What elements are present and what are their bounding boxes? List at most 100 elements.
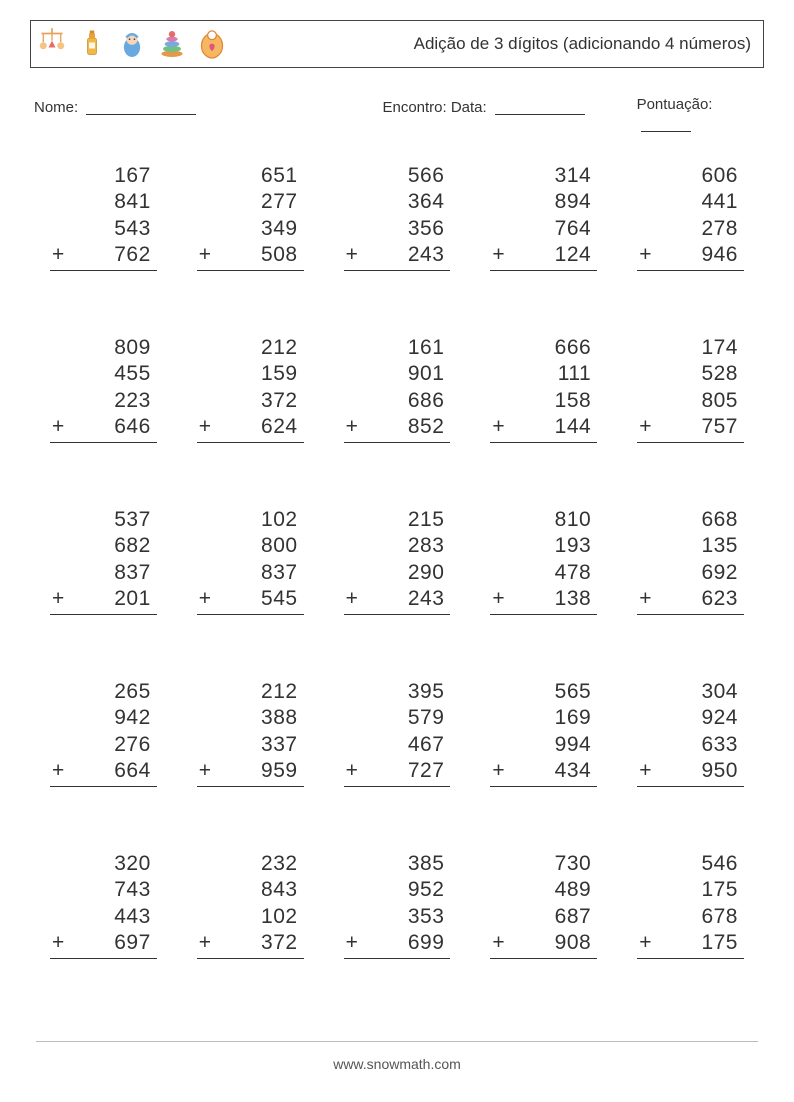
operator: + xyxy=(637,758,652,784)
operator: + xyxy=(197,758,212,784)
answer-rule xyxy=(490,270,597,293)
operator: + xyxy=(344,242,359,268)
addend: 223 xyxy=(50,388,157,414)
addend: 565 xyxy=(490,679,597,705)
addend: 809 xyxy=(50,335,157,361)
addend: 699 xyxy=(408,930,445,956)
addend: 158 xyxy=(490,388,597,414)
addition-problem: 102800837+545 xyxy=(197,507,304,637)
last-addend-row: +699 xyxy=(344,930,451,956)
operator: + xyxy=(490,586,505,612)
last-addend-row: +201 xyxy=(50,586,157,612)
swaddled-baby-icon xyxy=(117,27,147,61)
last-addend-row: +545 xyxy=(197,586,304,612)
addend: 805 xyxy=(637,388,744,414)
addend: 894 xyxy=(490,189,597,215)
addend: 443 xyxy=(50,904,157,930)
addend: 692 xyxy=(637,560,744,586)
addend: 478 xyxy=(490,560,597,586)
addend: 159 xyxy=(197,361,304,387)
operator: + xyxy=(344,586,359,612)
addend: 290 xyxy=(344,560,451,586)
addend: 243 xyxy=(408,242,445,268)
answer-rule xyxy=(490,958,597,981)
answer-rule xyxy=(490,442,597,465)
answer-rule xyxy=(344,442,451,465)
addend: 441 xyxy=(637,189,744,215)
last-addend-row: +175 xyxy=(637,930,744,956)
baby-bib-icon xyxy=(197,27,227,61)
answer-rule xyxy=(637,442,744,465)
addend: 353 xyxy=(344,904,451,930)
addend: 942 xyxy=(50,705,157,731)
answer-rule xyxy=(637,786,744,809)
addition-problem: 537682837+201 xyxy=(50,507,157,637)
operator: + xyxy=(197,586,212,612)
name-blank[interactable] xyxy=(86,99,196,115)
addend: 566 xyxy=(344,163,451,189)
answer-rule xyxy=(50,786,157,809)
addend: 372 xyxy=(261,930,298,956)
date-blank[interactable] xyxy=(495,99,585,115)
addition-problem: 565169994+434 xyxy=(490,679,597,809)
addend: 388 xyxy=(197,705,304,731)
baby-mobile-icon xyxy=(37,27,67,61)
last-addend-row: +852 xyxy=(344,414,451,440)
answer-rule xyxy=(50,614,157,637)
addend: 623 xyxy=(701,586,738,612)
addend: 364 xyxy=(344,189,451,215)
last-addend-row: +144 xyxy=(490,414,597,440)
addend: 455 xyxy=(50,361,157,387)
last-addend-row: +727 xyxy=(344,758,451,784)
addend: 579 xyxy=(344,705,451,731)
footer-url: www.snowmath.com xyxy=(30,1056,764,1072)
last-addend-row: +908 xyxy=(490,930,597,956)
header-icons xyxy=(37,27,227,61)
addition-problem: 320743443+697 xyxy=(50,851,157,981)
last-addend-row: +959 xyxy=(197,758,304,784)
addend: 651 xyxy=(197,163,304,189)
score-blank[interactable] xyxy=(641,116,691,132)
last-addend-row: +697 xyxy=(50,930,157,956)
addend: 843 xyxy=(197,877,304,903)
addend: 646 xyxy=(114,414,151,440)
operator: + xyxy=(637,242,652,268)
addend: 837 xyxy=(197,560,304,586)
addend: 212 xyxy=(197,679,304,705)
operator: + xyxy=(50,414,65,440)
answer-rule xyxy=(197,958,304,981)
answer-rule xyxy=(197,614,304,637)
addend: 757 xyxy=(701,414,738,440)
addend: 243 xyxy=(408,586,445,612)
addend: 901 xyxy=(344,361,451,387)
answer-rule xyxy=(490,614,597,637)
meta-name: Nome: xyxy=(34,96,382,133)
addition-problem: 304924633+950 xyxy=(637,679,744,809)
addend: 959 xyxy=(261,758,298,784)
addend: 215 xyxy=(344,507,451,533)
addition-problem: 668135692+623 xyxy=(637,507,744,637)
addend: 545 xyxy=(261,586,298,612)
addend: 102 xyxy=(197,904,304,930)
addend: 994 xyxy=(490,732,597,758)
operator: + xyxy=(197,930,212,956)
operator: + xyxy=(50,758,65,784)
addend: 356 xyxy=(344,216,451,242)
problems-grid: 167841543+762651277349+508566364356+2433… xyxy=(30,163,764,981)
addend: 837 xyxy=(50,560,157,586)
addend: 762 xyxy=(114,242,151,268)
addition-problem: 174528805+757 xyxy=(637,335,744,465)
addition-problem: 385952353+699 xyxy=(344,851,451,981)
answer-rule xyxy=(637,958,744,981)
answer-rule xyxy=(490,786,597,809)
operator: + xyxy=(490,930,505,956)
last-addend-row: +623 xyxy=(637,586,744,612)
addition-problem: 161901686+852 xyxy=(344,335,451,465)
date-label: Encontro: Data: xyxy=(382,99,486,116)
addend: 102 xyxy=(197,507,304,533)
addend: 730 xyxy=(490,851,597,877)
answer-rule xyxy=(344,786,451,809)
addition-problem: 546175678+175 xyxy=(637,851,744,981)
last-addend-row: +138 xyxy=(490,586,597,612)
addend: 678 xyxy=(637,904,744,930)
